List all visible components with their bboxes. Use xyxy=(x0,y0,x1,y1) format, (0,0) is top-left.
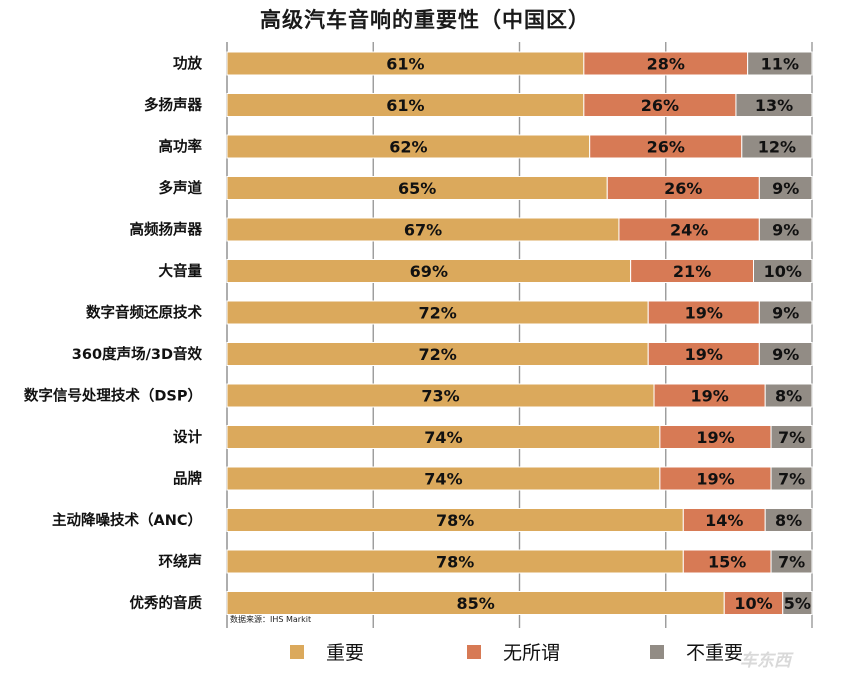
data-label-important: 78% xyxy=(436,511,474,530)
bar-not-important xyxy=(758,300,813,325)
bar-not-important xyxy=(753,259,813,283)
data-label-not-important: 10% xyxy=(764,262,802,281)
data-label-indifferent: 24% xyxy=(670,221,708,240)
bar-not-important xyxy=(735,93,813,117)
data-label-not-important: 9% xyxy=(772,179,799,198)
data-label-important: 69% xyxy=(410,262,448,281)
data-label-important: 74% xyxy=(424,470,462,489)
legend-swatch-not-important xyxy=(650,644,664,659)
data-label-important: 85% xyxy=(456,594,494,613)
data-label-indifferent: 10% xyxy=(734,594,772,613)
bar-not-important xyxy=(747,51,813,76)
legend-label-indifferent: 无所谓 xyxy=(503,642,561,664)
legend-item-indifferent: 无所谓 xyxy=(467,638,560,665)
bar-not-important xyxy=(782,591,813,615)
category-label: 多声道 xyxy=(159,179,203,197)
data-label-important: 78% xyxy=(436,553,474,572)
category-label: 优秀的音质 xyxy=(130,594,203,612)
data-label-not-important: 8% xyxy=(775,511,802,530)
data-label-important: 61% xyxy=(386,96,424,115)
data-label-indifferent: 14% xyxy=(705,511,743,530)
bar-not-important xyxy=(770,425,813,449)
legend-label-not-important: 不重要 xyxy=(686,642,744,664)
data-label-important: 73% xyxy=(421,387,459,406)
category-label: 环绕声 xyxy=(159,553,203,571)
label-layer: 功放 61% 28% 11% 多扬声器 61% 26% 13% 高功率 62% 26% 12% 多声道 6… xyxy=(24,55,811,614)
data-label-not-important: 5% xyxy=(784,594,811,613)
category-label: 设计 xyxy=(173,428,202,446)
bar-not-important xyxy=(764,383,813,408)
bar-not-important xyxy=(758,342,813,366)
data-label-not-important: 8% xyxy=(775,387,802,406)
data-label-not-important: 13% xyxy=(755,96,793,115)
legend-item-important: 重要 xyxy=(290,638,364,665)
data-label-not-important: 7% xyxy=(778,428,805,447)
data-label-important: 65% xyxy=(398,179,436,198)
category-label: 高频扬声器 xyxy=(130,221,203,239)
data-label-important: 72% xyxy=(418,304,456,323)
legend: 重要 无所谓 不重要 xyxy=(0,638,850,668)
data-label-important: 74% xyxy=(424,428,462,447)
bar-not-important xyxy=(770,549,813,574)
legend-item-not-important: 不重要 xyxy=(650,638,743,665)
category-label: 功放 xyxy=(173,55,202,73)
data-label-indifferent: 15% xyxy=(708,553,746,572)
data-label-indifferent: 19% xyxy=(685,345,723,364)
data-label-indifferent: 21% xyxy=(673,262,711,281)
data-label-indifferent: 19% xyxy=(696,428,734,447)
legend-swatch-important xyxy=(290,644,304,659)
grid-layer xyxy=(226,42,813,628)
data-label-important: 62% xyxy=(389,138,427,157)
chart-title: 高级汽车音响的重要性（中国区） xyxy=(260,8,590,32)
source-note: 数据来源：IHS Markit xyxy=(230,615,312,624)
category-label: 品牌 xyxy=(173,470,202,488)
category-label: 360度声场/3D音效 xyxy=(72,345,203,363)
category-label: 多扬声器 xyxy=(144,96,202,114)
bar-not-important xyxy=(758,176,813,200)
bar-not-important xyxy=(758,217,813,242)
data-label-indifferent: 28% xyxy=(647,55,685,74)
data-label-not-important: 7% xyxy=(778,470,805,489)
category-label: 大音量 xyxy=(159,262,203,280)
data-label-indifferent: 26% xyxy=(664,179,702,198)
data-label-not-important: 7% xyxy=(778,553,805,572)
data-label-not-important: 9% xyxy=(772,221,799,240)
category-label: 数字信号处理技术（DSP） xyxy=(24,387,202,405)
bar-layer xyxy=(226,51,813,615)
data-label-not-important: 9% xyxy=(772,304,799,323)
bar-not-important xyxy=(770,466,813,491)
category-label: 数字音频还原技术 xyxy=(86,304,202,322)
bar-not-important xyxy=(764,508,813,532)
bar-not-important xyxy=(741,134,813,159)
data-label-indifferent: 19% xyxy=(690,387,728,406)
data-label-indifferent: 19% xyxy=(685,304,723,323)
data-label-important: 67% xyxy=(404,221,442,240)
data-label-important: 61% xyxy=(386,55,424,74)
category-label: 主动降噪技术（ANC） xyxy=(52,511,202,529)
legend-swatch-indifferent xyxy=(467,644,481,659)
data-label-important: 72% xyxy=(418,345,456,364)
watermark-logo: 车东西 xyxy=(740,651,791,671)
data-label-not-important: 9% xyxy=(772,345,799,364)
legend-label-important: 重要 xyxy=(326,642,365,664)
data-label-indifferent: 26% xyxy=(647,138,685,157)
data-label-not-important: 11% xyxy=(761,55,799,74)
data-label-indifferent: 26% xyxy=(641,96,679,115)
data-label-indifferent: 19% xyxy=(696,470,734,489)
category-label: 高功率 xyxy=(159,138,203,156)
data-label-not-important: 12% xyxy=(758,138,796,157)
